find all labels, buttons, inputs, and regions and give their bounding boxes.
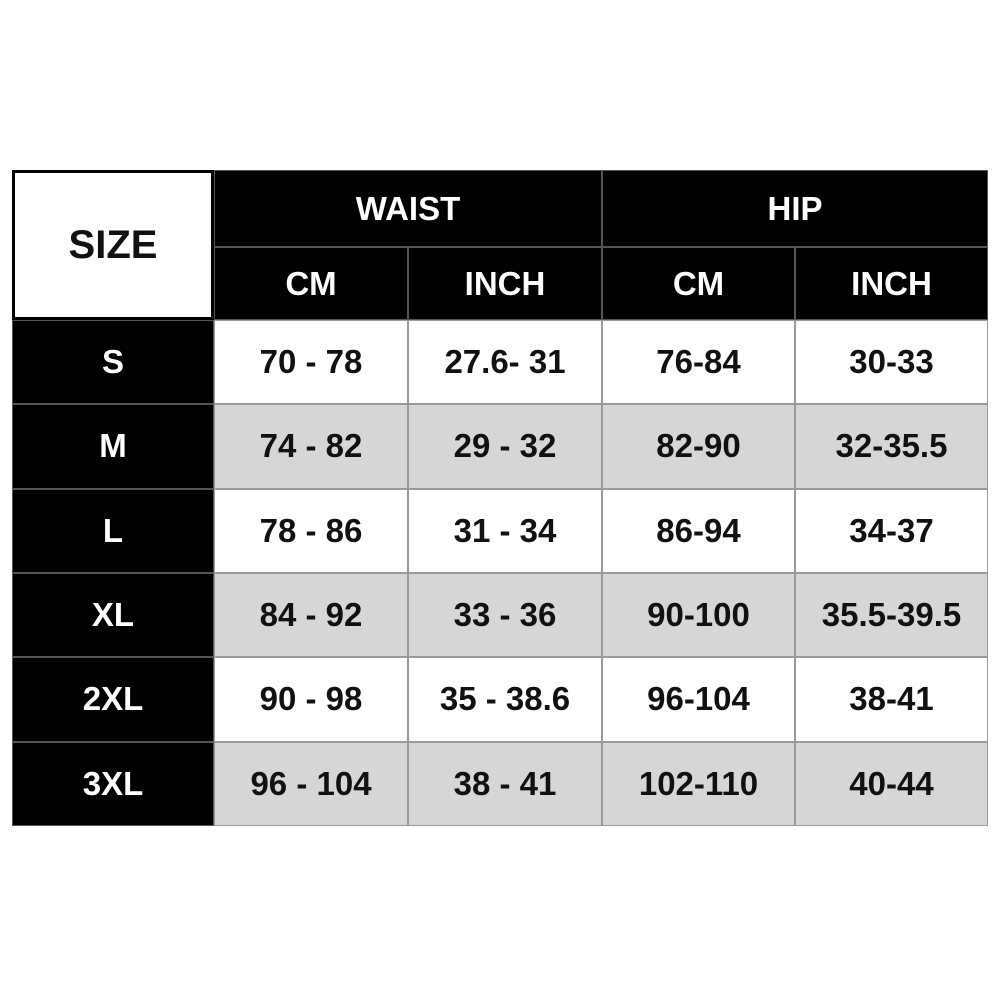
size-label: S <box>12 320 214 405</box>
measurement: 27.6- 31 <box>408 320 602 405</box>
measurement: 82-90 <box>602 404 795 489</box>
measurement: 35 - 38.6 <box>408 657 602 742</box>
unit-header: INCH <box>795 247 988 320</box>
measurement: 31 - 34 <box>408 488 602 573</box>
measurement: 38 - 41 <box>408 741 602 826</box>
measurement: 78 - 86 <box>214 488 408 573</box>
measurement: 74 - 82 <box>214 404 408 489</box>
size-label: XL <box>12 573 214 658</box>
measurement: 38-41 <box>795 657 988 742</box>
measurement: 35.5-39.5 <box>795 573 988 658</box>
measurement: 90 - 98 <box>214 657 408 742</box>
size-label: M <box>12 404 214 489</box>
size-label: L <box>12 488 214 573</box>
measurement: 76-84 <box>602 320 795 405</box>
measurement: 90-100 <box>602 573 795 658</box>
measurement: 29 - 32 <box>408 404 602 489</box>
measurement: 34-37 <box>795 488 988 573</box>
group-header: HIP <box>602 170 988 247</box>
unit-header: INCH <box>408 247 602 320</box>
unit-header: CM <box>602 247 795 320</box>
size-label: 2XL <box>12 657 214 742</box>
measurement: 96-104 <box>602 657 795 742</box>
unit-header: CM <box>214 247 408 320</box>
group-header: WAIST <box>214 170 602 247</box>
measurement: 84 - 92 <box>214 573 408 658</box>
measurement: 102-110 <box>602 741 795 826</box>
measurement: 86-94 <box>602 488 795 573</box>
measurement: 33 - 36 <box>408 573 602 658</box>
measurement: 40-44 <box>795 741 988 826</box>
size-header: SIZE <box>12 170 214 320</box>
size-label: 3XL <box>12 741 214 826</box>
measurement: 70 - 78 <box>214 320 408 405</box>
measurement: 96 - 104 <box>214 741 408 826</box>
measurement: 30-33 <box>795 320 988 405</box>
measurement: 32-35.5 <box>795 404 988 489</box>
